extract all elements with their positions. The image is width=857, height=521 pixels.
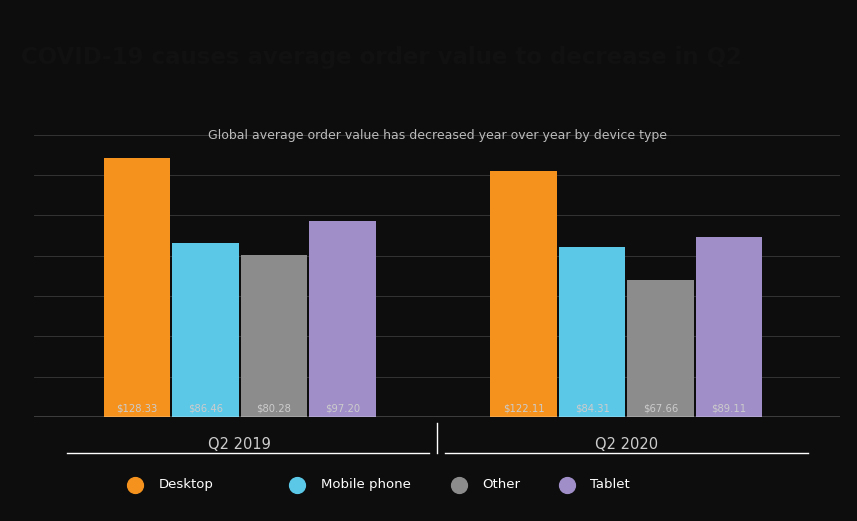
Text: Tablet: Tablet — [590, 478, 630, 491]
Point — [560, 480, 574, 489]
Text: Q2 2019: Q2 2019 — [208, 437, 271, 452]
Text: $67.66: $67.66 — [643, 404, 678, 414]
Point — [452, 480, 466, 489]
Text: $97.20: $97.20 — [325, 404, 360, 414]
Text: Other: Other — [482, 478, 520, 491]
Text: $128.33: $128.33 — [117, 404, 158, 414]
Text: $86.46: $86.46 — [188, 404, 223, 414]
Bar — [241, 255, 307, 417]
Point — [129, 480, 142, 489]
Text: $84.31: $84.31 — [575, 404, 609, 414]
Text: $80.28: $80.28 — [256, 404, 291, 414]
Bar — [104, 158, 171, 417]
Bar — [627, 280, 694, 417]
Point — [291, 480, 304, 489]
Text: $122.11: $122.11 — [503, 404, 544, 414]
Bar — [309, 221, 375, 417]
Text: COVID-19 causes average order value to decrease in Q2: COVID-19 causes average order value to d… — [21, 46, 742, 69]
Text: Q2 2020: Q2 2020 — [595, 437, 658, 452]
Text: Desktop: Desktop — [159, 478, 213, 491]
Bar — [559, 247, 626, 417]
Text: Global average order value has decreased year over year by device type: Global average order value has decreased… — [207, 129, 667, 142]
Text: $89.11: $89.11 — [711, 404, 746, 414]
Bar — [490, 171, 557, 417]
Text: Mobile phone: Mobile phone — [321, 478, 411, 491]
Bar — [172, 243, 239, 417]
Bar — [696, 237, 763, 417]
